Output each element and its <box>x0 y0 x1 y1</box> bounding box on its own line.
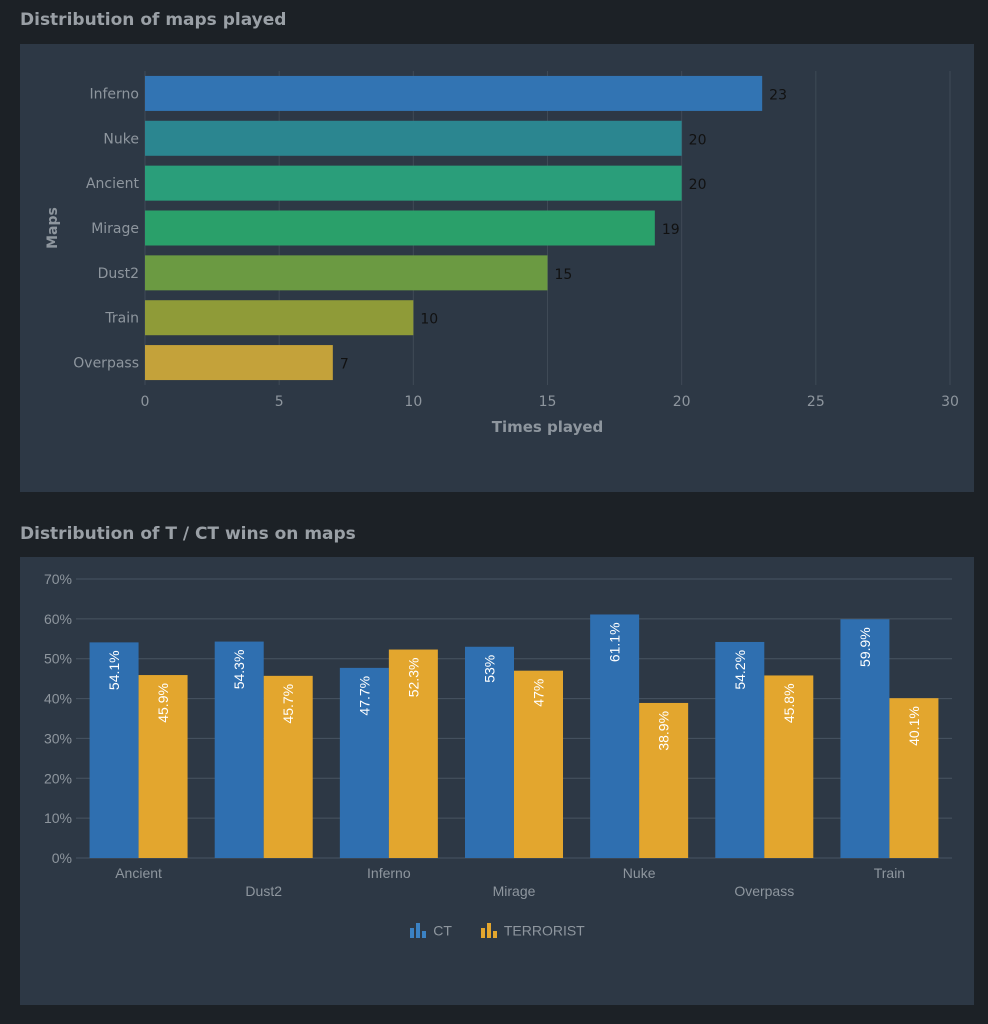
y-tick-label: 60% <box>44 611 72 627</box>
y-tick-label: 30% <box>44 730 72 746</box>
data-label: 45.8% <box>781 683 797 723</box>
x-tick-label: Overpass <box>734 883 794 899</box>
data-label: 61.1% <box>607 622 623 662</box>
bar-ct-inferno[interactable] <box>339 667 389 858</box>
x-tick-label: 20 <box>673 394 691 410</box>
y-tick-label: Dust2 <box>98 266 139 282</box>
data-label: 59.9% <box>857 627 873 667</box>
y-tick-label: 10% <box>44 810 72 826</box>
data-label: 19 <box>662 222 680 238</box>
maps-played-title: Distribution of maps played <box>20 10 287 30</box>
bar-train[interactable] <box>145 300 414 336</box>
data-label: 52.3% <box>405 658 421 698</box>
tct-wins-title: Distribution of T / CT wins on maps <box>20 524 356 544</box>
data-label: 54.2% <box>732 650 748 690</box>
bar-terrorist-dust2[interactable] <box>263 675 313 858</box>
x-tick-label: Ancient <box>115 865 162 881</box>
data-label: 20 <box>689 132 707 148</box>
bar-chart-icon <box>410 923 427 939</box>
data-label: 53% <box>482 655 498 683</box>
x-tick-label: 25 <box>807 394 825 410</box>
x-tick-label: 0 <box>141 394 150 410</box>
legend-label-ct: CT <box>433 922 452 939</box>
data-label: 23 <box>769 87 787 103</box>
y-tick-label: Overpass <box>73 356 139 372</box>
data-label: 38.9% <box>656 711 672 751</box>
y-tick-label: 40% <box>44 691 72 707</box>
bar-inferno[interactable] <box>145 75 763 111</box>
y-axis-title: Maps <box>45 207 61 249</box>
x-tick-label: Inferno <box>367 865 411 881</box>
y-tick-label: 50% <box>44 651 72 667</box>
bar-terrorist-inferno[interactable] <box>388 649 438 858</box>
maps-played-card: 0 5 10 15 20 25 30 Inferno 23 Nuke 20 Ancient 20 Mira… <box>20 44 974 492</box>
y-tick-label: Train <box>104 311 139 327</box>
bar-dust2[interactable] <box>145 255 548 291</box>
y-tick-label: Mirage <box>91 221 139 237</box>
x-tick-label: 15 <box>539 394 557 410</box>
legend-label-terrorist: TERRORIST <box>503 922 585 939</box>
y-tick-label: Nuke <box>103 131 139 147</box>
chart-legend: CT TERRORIST <box>20 921 974 939</box>
y-tick-label: 70% <box>44 571 72 587</box>
bar-ct-ancient[interactable] <box>89 642 139 858</box>
data-label: 54.3% <box>231 650 247 690</box>
y-tick-label: Inferno <box>90 86 140 102</box>
x-tick-label: 30 <box>941 394 959 410</box>
data-label: 54.1% <box>106 650 122 690</box>
y-tick-label: Ancient <box>86 176 140 192</box>
bar-terrorist-mirage[interactable] <box>514 670 563 858</box>
bar-ct-train[interactable] <box>840 619 890 858</box>
x-tick-label: Nuke <box>623 865 656 881</box>
data-label: 20 <box>689 177 707 193</box>
bar-ancient[interactable] <box>145 165 682 201</box>
bar-overpass[interactable] <box>145 345 333 381</box>
bar-nuke[interactable] <box>145 120 682 156</box>
data-label: 45.9% <box>155 683 171 723</box>
x-axis-title: Times played <box>492 418 604 436</box>
legend-item-terrorist[interactable]: TERRORIST <box>480 921 585 939</box>
bar-ct-overpass[interactable] <box>715 641 765 858</box>
data-label: 47.7% <box>356 676 372 716</box>
data-label: 45.7% <box>280 684 296 724</box>
y-tick-label: 20% <box>44 770 72 786</box>
bar-ct-mirage[interactable] <box>465 646 514 858</box>
x-tick-label: 5 <box>275 394 284 410</box>
bar-chart-icon <box>480 923 497 939</box>
maps-played-chart: 0 5 10 15 20 25 30 Inferno 23 Nuke 20 Ancient 20 Mira… <box>45 71 959 436</box>
x-tick-label: Dust2 <box>245 883 282 899</box>
data-label: 40.1% <box>906 706 922 746</box>
x-tick-label: 10 <box>404 394 422 410</box>
tct-wins-card: 0% 10% 20% 30% 40% 50% 60% 70% 54.1% 45.9% Ancient… <box>20 557 974 1005</box>
bar-ct-nuke[interactable] <box>590 614 640 858</box>
x-tick-label: Train <box>874 865 905 881</box>
bar-terrorist-ancient[interactable] <box>138 675 188 858</box>
data-label: 15 <box>555 267 573 283</box>
legend-item-ct[interactable]: CT <box>409 921 452 939</box>
bar-ct-dust2[interactable] <box>214 641 264 858</box>
tct-wins-chart: 0% 10% 20% 30% 40% 50% 60% 70% 54.1% 45.9% Ancient… <box>44 571 952 899</box>
bar-mirage[interactable] <box>145 210 655 246</box>
bar-terrorist-nuke[interactable] <box>639 702 689 858</box>
bar-terrorist-overpass[interactable] <box>764 675 814 858</box>
bar-terrorist-train[interactable] <box>889 698 939 858</box>
data-label: 10 <box>420 312 438 328</box>
y-tick-label: 0% <box>52 850 72 866</box>
x-tick-label: Mirage <box>493 883 536 899</box>
data-label: 47% <box>531 679 547 707</box>
data-label: 7 <box>340 357 349 373</box>
